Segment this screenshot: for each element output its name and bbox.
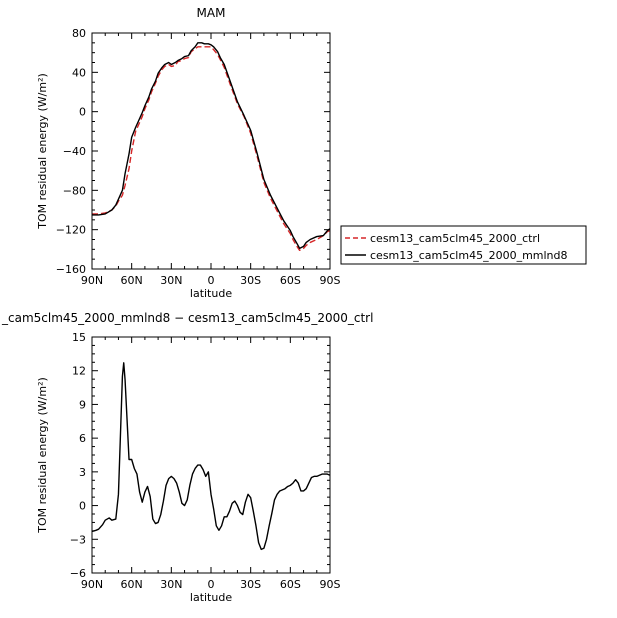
y-axis-label-text: TOM residual energy bbox=[36, 416, 49, 534]
plot-frame bbox=[91, 32, 331, 270]
y-tick-label: 80 bbox=[72, 27, 86, 40]
y-axis-label: TOM residual energy (W/m²) bbox=[36, 73, 49, 230]
chart-title: _cam5clm45_2000_mmlnd8 − cesm13_cam5clm4… bbox=[1, 311, 373, 325]
top-panel: MAM 90N 60N 30N 0 30S 60S 90S −160 −120 −80 −40 0 40 8… bbox=[36, 6, 341, 300]
x-tick-label: 60N bbox=[121, 578, 143, 591]
x-tick-label: 60S bbox=[280, 578, 301, 591]
legend-entry-1: cesm13_cam5clm45_2000_mmlnd8 bbox=[370, 249, 568, 262]
y-tick-label: −160 bbox=[56, 263, 86, 276]
x-tick-label: 90N bbox=[81, 274, 103, 287]
y-tick-label: −3 bbox=[70, 533, 86, 546]
x-tick-label: 30N bbox=[160, 578, 182, 591]
chart-title: MAM bbox=[197, 6, 226, 20]
y-tick-label: −6 bbox=[70, 567, 86, 580]
series-line-0 bbox=[92, 46, 330, 252]
x-axis-label: latitude bbox=[190, 591, 232, 604]
y-tick-label: 15 bbox=[72, 331, 86, 344]
legend: cesm13_cam5clm45_2000_ctrl cesm13_cam5clm… bbox=[340, 225, 587, 265]
x-axis-label: latitude bbox=[190, 287, 232, 300]
y-tick-label: 9 bbox=[79, 398, 86, 411]
y-tick-label: 12 bbox=[72, 365, 86, 378]
x-tick-label: 60N bbox=[121, 274, 143, 287]
y-tick-label: −120 bbox=[56, 224, 86, 237]
x-tick-label: 60S bbox=[280, 274, 301, 287]
x-tick-label: 90N bbox=[81, 578, 103, 591]
y-tick-label: 0 bbox=[79, 500, 86, 513]
series-line-1 bbox=[92, 42, 330, 250]
x-tick-label: 0 bbox=[208, 274, 215, 287]
y-axis-label-text: TOM residual energy bbox=[36, 112, 49, 230]
y-tick-label: 3 bbox=[79, 466, 86, 479]
x-tick-label: 90S bbox=[320, 578, 341, 591]
x-tick-label: 30S bbox=[240, 274, 261, 287]
x-tick-label: 30S bbox=[240, 578, 261, 591]
y-axis-label: TOM residual energy (W/m²) bbox=[36, 377, 49, 534]
x-tick-label: 90S bbox=[320, 274, 341, 287]
x-tick-label: 30N bbox=[160, 274, 182, 287]
legend-entry-0: cesm13_cam5clm45_2000_ctrl bbox=[370, 232, 540, 245]
y-axis-unit: (W/m²) bbox=[36, 73, 49, 111]
y-tick-label: −80 bbox=[63, 184, 86, 197]
y-axis-unit: (W/m²) bbox=[36, 377, 49, 415]
x-tick-label: 0 bbox=[208, 578, 215, 591]
y-tick-label: 40 bbox=[72, 66, 86, 79]
series-line-0 bbox=[92, 362, 330, 551]
bottom-panel: _cam5clm45_2000_mmlnd8 − cesm13_cam5clm4… bbox=[1, 311, 373, 604]
y-tick-label: 6 bbox=[79, 432, 86, 445]
plot-frame bbox=[91, 336, 331, 574]
y-tick-label: −40 bbox=[63, 145, 86, 158]
legend-box bbox=[340, 225, 587, 265]
y-tick-label: 0 bbox=[79, 106, 86, 119]
